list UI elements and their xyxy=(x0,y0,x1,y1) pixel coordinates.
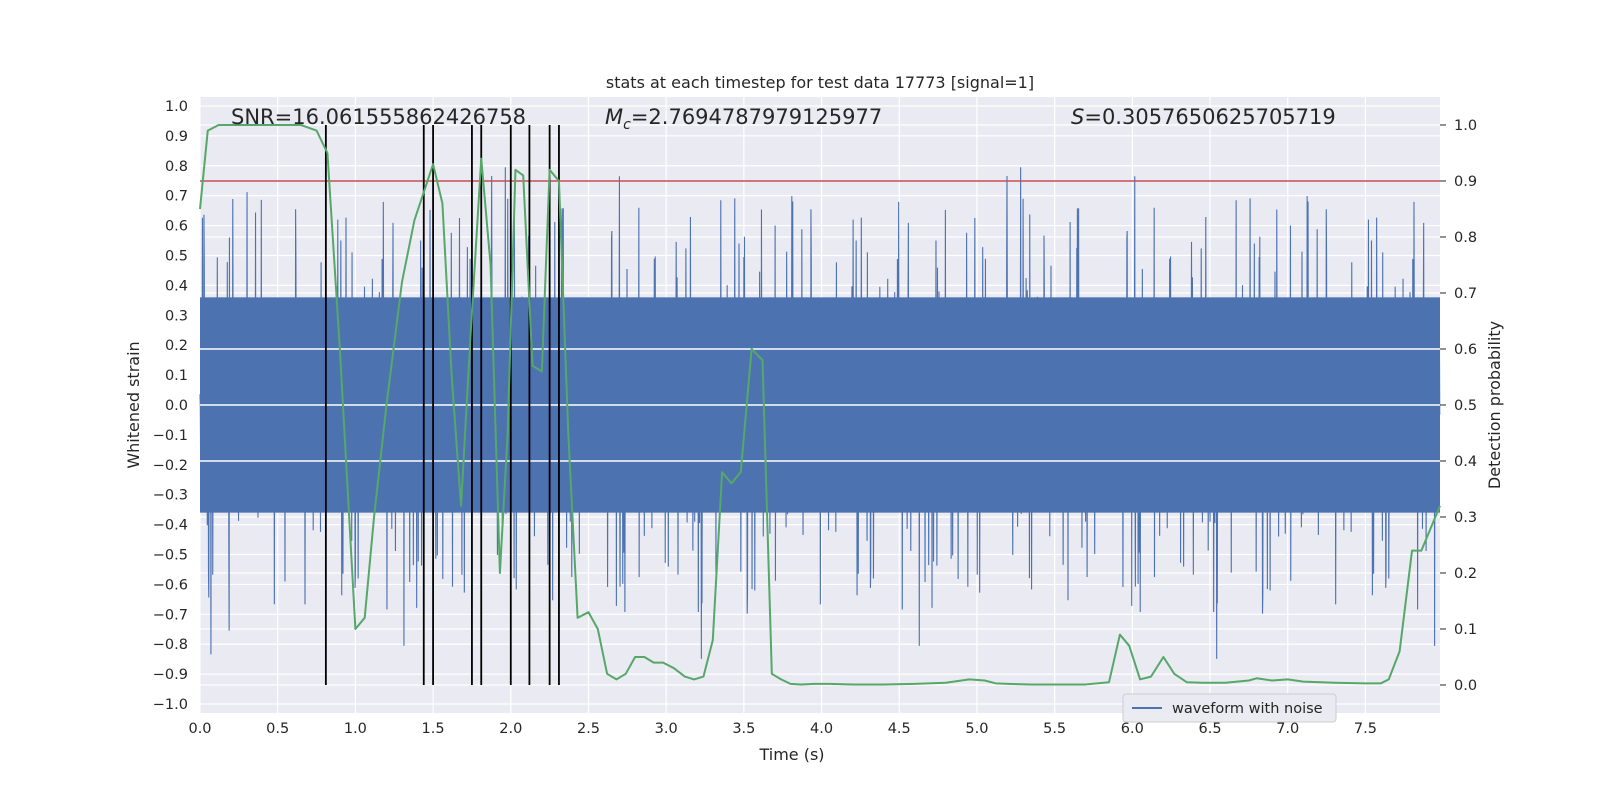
x-tick-label: 3.0 xyxy=(655,721,678,737)
x-tick-label: 7.0 xyxy=(1276,721,1299,737)
y-right-tick-label: 0.9 xyxy=(1454,174,1477,190)
y-left-axis-label: Whitened strain xyxy=(124,341,143,468)
s-value: =0.3057650625705719 xyxy=(1084,105,1335,129)
x-tick-labels: 0.0 0.5 1.0 1.5 2.0 2.5 3.0 3.5 4.0 4.5 5.0 5.5 6.0 6… xyxy=(188,721,1376,737)
mc-value: =2.7694787979125977 xyxy=(631,105,882,129)
y-right-tick-label: 0.5 xyxy=(1454,398,1477,414)
x-tick-label: 2.5 xyxy=(577,721,600,737)
legend: waveform with noise xyxy=(1122,693,1337,723)
y-right-tick-label: 0.7 xyxy=(1454,286,1477,302)
y-right-tick-label: 0.8 xyxy=(1454,230,1477,246)
y-left-tick-label: 0.1 xyxy=(165,368,188,384)
s-annotation: S=0.3057650625705719 xyxy=(1071,105,1336,129)
mc-annotation: Mc=2.7694787979125977 xyxy=(605,105,882,133)
x-tick-label: 3.5 xyxy=(732,721,755,737)
y-right-axis-label: Detection probability xyxy=(1485,321,1504,489)
y-right-tick-label: 0.6 xyxy=(1454,342,1477,358)
x-tick-label: 0.5 xyxy=(266,721,289,737)
x-tick-label: 6.5 xyxy=(1198,721,1221,737)
snr-annotation: SNR=16.061555862426758 xyxy=(231,105,526,129)
y-left-tick-label: −0.8 xyxy=(153,637,188,653)
y-right-tick-label: 0.0 xyxy=(1454,678,1477,694)
x-tick-label: 4.0 xyxy=(810,721,833,737)
x-tick-label: 1.0 xyxy=(344,721,367,737)
y-left-tick-label: 0.6 xyxy=(165,219,188,235)
x-tick-label: 0.0 xyxy=(188,721,211,737)
x-tick-label: 7.5 xyxy=(1354,721,1377,737)
y-left-tick-label: 0.0 xyxy=(165,398,188,414)
y-right-tick-label: 1.0 xyxy=(1454,118,1477,134)
y-left-tick-label: 0.9 xyxy=(165,129,188,145)
s-symbol: S xyxy=(1071,105,1084,129)
y-right-tick-label: 0.1 xyxy=(1454,622,1477,638)
y-left-tick-label: 0.5 xyxy=(165,248,188,264)
y-left-tick-label: −0.1 xyxy=(153,428,188,444)
x-tick-label: 4.5 xyxy=(888,721,911,737)
y-left-tick-label: 0.3 xyxy=(165,308,188,324)
y-left-tick-label: −0.5 xyxy=(153,548,188,564)
x-tick-label: 5.5 xyxy=(1043,721,1066,737)
y-left-tick-label: −0.6 xyxy=(153,577,188,593)
y-left-tick-label: 0.4 xyxy=(165,278,188,294)
x-tick-label: 1.5 xyxy=(422,721,445,737)
x-tick-label: 2.0 xyxy=(499,721,522,737)
x-tick-label: 6.0 xyxy=(1121,721,1144,737)
legend-label: waveform with noise xyxy=(1172,701,1323,717)
x-axis-label: Time (s) xyxy=(758,745,824,764)
y-right-tick-label: 0.4 xyxy=(1454,454,1477,470)
y-left-tick-label: −0.4 xyxy=(153,518,188,534)
y-left-tick-labels: 1.0 0.9 0.8 0.7 0.6 0.5 0.4 0.3 0.2 0.1 0.0 −0.1 −0.… xyxy=(153,99,188,713)
x-tick-label: 5.0 xyxy=(965,721,988,737)
y-left-tick-label: 0.2 xyxy=(165,338,188,354)
y-left-tick-label: −1.0 xyxy=(153,697,188,713)
y-left-tick-label: −0.9 xyxy=(153,667,188,683)
y-right-tick-label: 0.2 xyxy=(1454,566,1477,582)
y-left-tick-label: 0.8 xyxy=(165,159,188,175)
y-left-tick-label: −0.2 xyxy=(153,458,188,474)
y-right-tick-label: 0.3 xyxy=(1454,510,1477,526)
y-left-tick-label: −0.7 xyxy=(153,607,188,623)
mc-symbol: M xyxy=(605,105,623,129)
y-left-tick-label: −0.3 xyxy=(153,488,188,504)
chart-title: stats at each timestep for test data 177… xyxy=(606,73,1034,92)
probability-series xyxy=(199,124,1441,686)
waveform-series xyxy=(199,167,1441,659)
y-left-tick-label: 1.0 xyxy=(165,99,188,115)
y-left-tick-label: 0.7 xyxy=(165,189,188,205)
probability-line xyxy=(199,124,1441,686)
legend-box xyxy=(1122,693,1337,723)
mc-subscript: c xyxy=(623,117,631,133)
y-right-tick-labels: 1.0 0.9 0.8 0.7 0.6 0.5 0.4 0.3 0.2 0.1 0.0 xyxy=(1440,118,1477,694)
detection-lines xyxy=(324,125,560,685)
